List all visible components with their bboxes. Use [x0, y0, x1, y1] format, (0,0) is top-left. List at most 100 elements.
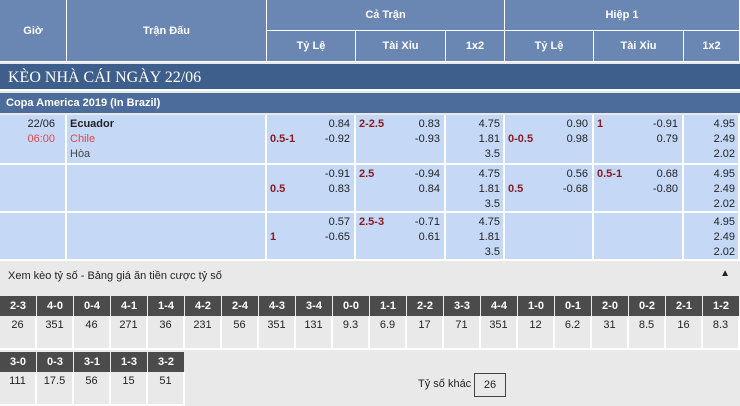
score-odds[interactable]: 351 [481, 316, 518, 350]
odds-value[interactable]: 0.98 [566, 133, 588, 145]
home-team[interactable]: Ecuador [70, 118, 115, 130]
score-odds[interactable]: 111 [0, 372, 37, 406]
odds-cell: 0.5-1 0.84 -0.92 [267, 115, 356, 165]
odds-value[interactable]: 0.83 [328, 183, 350, 195]
score-odds[interactable]: 231 [185, 316, 222, 350]
score-odds[interactable]: 271 [111, 316, 148, 350]
score-label: 3-2 [148, 352, 185, 372]
odds-cell: 4.75 1.81 3.5 [446, 115, 505, 165]
score-odds[interactable]: 8.5 [629, 316, 666, 350]
score-label: 0-1 [555, 296, 592, 316]
odds-cell: 4.95 2.49 2.02 [684, 115, 740, 165]
score-odds[interactable]: 131 [296, 316, 333, 350]
odds-value[interactable]: 0.79 [656, 133, 678, 145]
odds-value[interactable]: -0.92 [324, 133, 350, 145]
odds-value[interactable]: -0.91 [324, 168, 350, 180]
odds-value[interactable]: 0.57 [328, 216, 350, 228]
page-title: KÈO NHÀ CÁI NGÀY 22/06 [0, 64, 740, 91]
odds-value[interactable]: 3.5 [484, 198, 500, 210]
score-label: 3-3 [444, 296, 481, 316]
header-handicap: Tỷ Lệ [267, 31, 356, 62]
score-label: 1-0 [518, 296, 555, 316]
odds-value[interactable]: 0.61 [418, 231, 440, 243]
score-section-title[interactable]: Xem kèo tỷ số - Bảng giá ăn tiền cược tỷ… [8, 270, 222, 282]
odds-value[interactable]: -0.68 [562, 183, 588, 195]
score-label: 1-4 [148, 296, 185, 316]
odds-value[interactable]: 1.81 [478, 183, 500, 195]
score-odds[interactable]: 351 [37, 316, 74, 350]
score-odds[interactable]: 17 [407, 316, 444, 350]
score-odds[interactable]: 16 [666, 316, 703, 350]
odds-value[interactable]: 0.90 [566, 118, 588, 130]
odds-line: 2.5-3 [359, 216, 385, 228]
odds-cell [67, 213, 267, 261]
odds-value[interactable]: 2.02 [713, 148, 735, 160]
odds-line: 0-0.5 [508, 133, 534, 145]
other-score-value[interactable]: 26 [474, 373, 506, 397]
odds-value[interactable]: 2.02 [713, 198, 735, 210]
score-label: 3-1 [74, 352, 111, 372]
odds-cell: 4.75 1.81 3.5 [446, 213, 505, 261]
odds-value[interactable]: 4.95 [713, 216, 735, 228]
odds-cell: 0.5 0.56 -0.68 [505, 165, 594, 213]
score-odds[interactable]: 46 [74, 316, 111, 350]
score-label: 4-0 [37, 296, 74, 316]
header-first-half: Hiệp 1 [505, 0, 740, 31]
odds-value[interactable]: 0.84 [418, 183, 440, 195]
odds-value[interactable]: -0.91 [652, 118, 678, 130]
odds-value[interactable]: 4.75 [478, 168, 500, 180]
odds-value[interactable]: 3.5 [484, 246, 500, 258]
odds-value[interactable]: 1.81 [478, 133, 500, 145]
score-odds[interactable]: 6.9 [370, 316, 407, 350]
odds-cell [0, 165, 67, 213]
score-label: 2-4 [222, 296, 259, 316]
score-odds[interactable]: 17.5 [37, 372, 74, 406]
odds-value[interactable]: 4.75 [478, 118, 500, 130]
match-time: 06:00 [27, 133, 55, 145]
odds-value[interactable]: 4.95 [713, 168, 735, 180]
odds-value[interactable]: 4.95 [713, 118, 735, 130]
score-odds[interactable]: 8.3 [703, 316, 740, 350]
match-date: 22/06 [27, 118, 55, 130]
odds-line: 0.5-1 [597, 168, 623, 180]
odds-cell: 1 0.57 -0.65 [267, 213, 356, 261]
odds-value[interactable]: 2.49 [713, 231, 735, 243]
score-odds[interactable]: 71 [444, 316, 481, 350]
score-odds[interactable]: 6.2 [555, 316, 592, 350]
score-odds[interactable]: 15 [111, 372, 148, 406]
score-odds[interactable]: 56 [222, 316, 259, 350]
score-odds[interactable]: 56 [74, 372, 111, 406]
odds-value[interactable]: -0.93 [414, 133, 440, 145]
header-time: Giờ [0, 0, 67, 62]
odds-value[interactable]: 0.84 [328, 118, 350, 130]
odds-value[interactable]: 2.49 [713, 183, 735, 195]
odds-value[interactable]: -0.80 [652, 183, 678, 195]
odds-value[interactable]: 0.56 [566, 168, 588, 180]
odds-value[interactable]: -0.65 [324, 231, 350, 243]
odds-value[interactable]: 0.83 [418, 118, 440, 130]
collapse-triangle-up-icon[interactable]: ▲ [720, 268, 730, 279]
odds-line: 0.5-1 [270, 133, 296, 145]
score-odds[interactable]: 12 [518, 316, 555, 350]
odds-value[interactable]: 0.68 [656, 168, 678, 180]
header-h1-1x2: 1x2 [684, 31, 740, 62]
score-odds[interactable]: 9.3 [333, 316, 370, 350]
odds-value[interactable]: 3.5 [484, 148, 500, 160]
score-odds[interactable]: 36 [148, 316, 185, 350]
odds-value[interactable]: 4.75 [478, 216, 500, 228]
score-label: 0-0 [333, 296, 370, 316]
draw-label: Hòa [70, 148, 91, 160]
odds-value[interactable]: -0.94 [414, 168, 440, 180]
odds-value[interactable]: -0.71 [414, 216, 440, 228]
score-odds[interactable]: 26 [0, 316, 37, 350]
odds-value[interactable]: 2.49 [713, 133, 735, 145]
score-label: 4-2 [185, 296, 222, 316]
odds-value[interactable]: 1.81 [478, 231, 500, 243]
odds-value[interactable]: 2.02 [713, 246, 735, 258]
score-label: 1-2 [703, 296, 740, 316]
away-team[interactable]: Chile [70, 133, 96, 145]
score-odds[interactable]: 351 [259, 316, 296, 350]
score-odds[interactable]: 51 [148, 372, 185, 406]
score-odds[interactable]: 31 [592, 316, 629, 350]
league-name[interactable]: Copa America 2019 (In Brazil) [0, 93, 740, 113]
